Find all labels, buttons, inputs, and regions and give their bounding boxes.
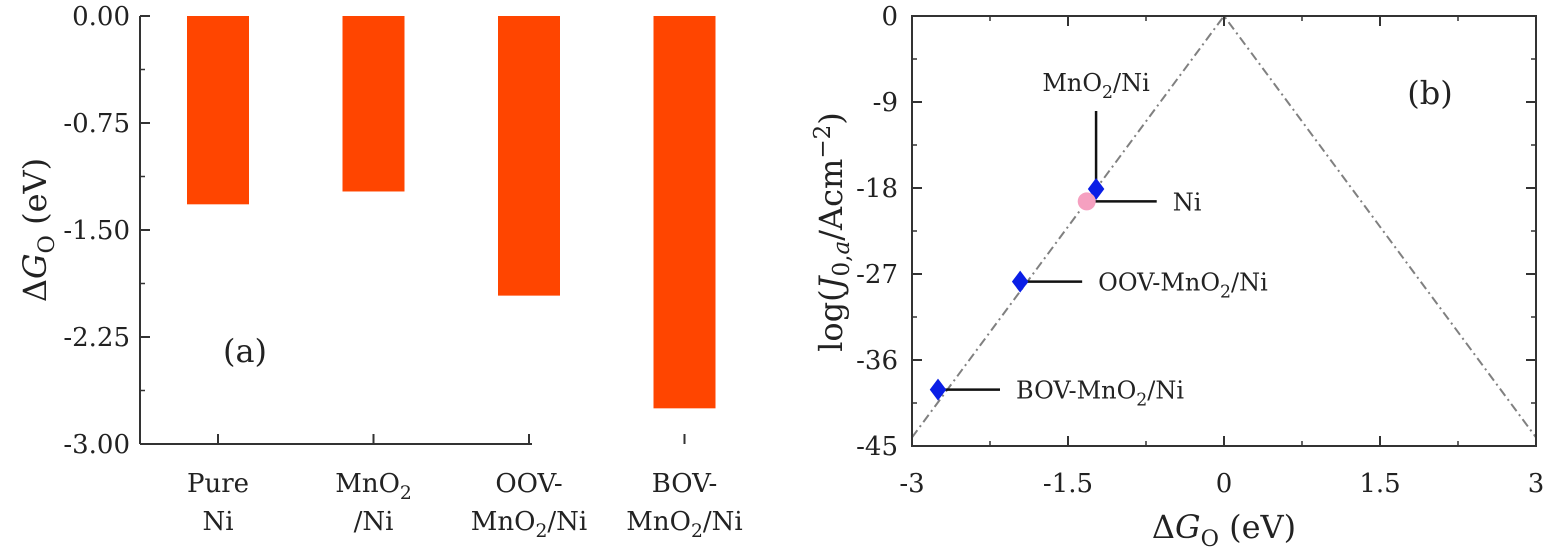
y-tick-label: -27 (856, 260, 898, 290)
x-tick-label: Pure (187, 469, 249, 499)
panel-label-b: (b) (1407, 74, 1452, 112)
bar-2 (498, 16, 560, 296)
x-tick-label: Ni (202, 507, 233, 537)
panel-label-a: (a) (223, 332, 267, 370)
bar-0 (187, 16, 249, 205)
x-tick-label: 1.5 (1359, 469, 1400, 499)
y-tick-label: -2.25 (63, 323, 130, 353)
y-axis-title: log(J0,a/Acm−2) (810, 112, 855, 352)
y-tick-label: -9 (873, 88, 898, 118)
bar-3 (653, 16, 716, 409)
x-axis-title: ΔGO (eV) (1152, 508, 1296, 552)
y-tick-label: -1.50 (63, 216, 130, 246)
y-axis-title: ΔGO (eV) (16, 158, 60, 302)
x-tick-label: -1.5 (1043, 469, 1093, 499)
y-tick-label: 0 (881, 2, 898, 32)
y-tick-label: 0.00 (72, 2, 130, 32)
x-tick-label: 0 (1216, 469, 1233, 499)
x-tick-label: 3 (1528, 469, 1545, 499)
point-3-diamond-marker (929, 378, 947, 401)
x-tick-label: MnO2/Ni (471, 507, 587, 542)
y-tick-label: -18 (856, 174, 898, 204)
y-tick-label: -45 (856, 432, 898, 462)
x-tick-label: MnO2 (335, 469, 412, 504)
bar-1 (342, 16, 405, 192)
annotation-label: OOV-MnO2/Ni (1098, 269, 1268, 303)
x-tick-label: OOV- (495, 469, 562, 499)
point-2-diamond-marker (1011, 270, 1029, 293)
point-1-circle-marker (1077, 192, 1096, 211)
y-tick-label: -36 (856, 346, 898, 376)
annotation-label: Ni (1173, 188, 1202, 216)
x-tick-label: BOV- (652, 469, 718, 499)
y-tick-label: -0.75 (63, 109, 130, 139)
annotation-label: MnO2/Ni (1042, 69, 1150, 103)
x-tick-label: MnO2/Ni (626, 507, 742, 542)
y-tick-label: -3.00 (63, 430, 130, 460)
annotation-label: BOV-MnO2/Ni (1016, 377, 1184, 411)
x-tick-label: -3 (899, 469, 924, 499)
volcano-line (912, 16, 1536, 438)
panel-a-bar-chart: 0.00 -0.75 -1.50 -2.25 -3.00 Pure Ni MnO2/Ni OOV… (16, 2, 743, 542)
x-tick-label: /Ni (354, 507, 394, 537)
panel-b-volcano-plot: 0 -9 -18 -27 -36 -45-3 -1.5 0 1.5 3 ΔGO (eV) log(J0… (810, 2, 1544, 552)
